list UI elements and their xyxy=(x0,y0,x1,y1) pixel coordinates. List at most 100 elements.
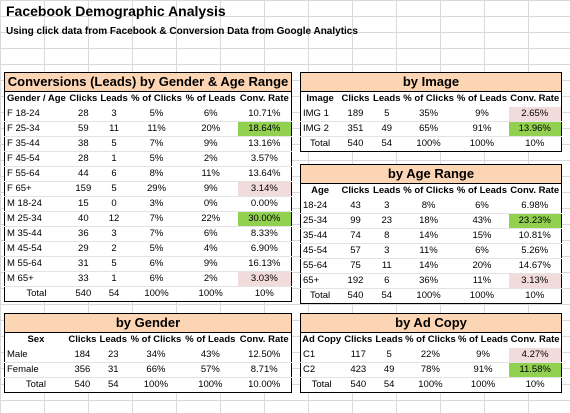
row-label: Female xyxy=(4,362,67,378)
table-row: F 65+ 159 5 29% 9% 3.14% xyxy=(4,181,292,197)
table-cell: 2% xyxy=(183,271,238,287)
table-cell: 28 xyxy=(67,151,99,167)
row-label: 35-44 xyxy=(300,228,340,244)
table-cell: 5.26% xyxy=(508,243,562,259)
table-caption-row: Conversions (Leads) by Gender & Age Rang… xyxy=(4,72,292,92)
table-cell: 3 xyxy=(98,106,130,122)
total-cell: 540 xyxy=(342,377,375,393)
table-cell: 3.14% xyxy=(237,181,292,197)
table-cell: 57% xyxy=(183,362,238,378)
table-cell: 11 xyxy=(98,121,130,137)
column-header: % of Leads xyxy=(183,332,238,348)
column-header: Leads xyxy=(98,91,130,107)
table-cell: 6% xyxy=(183,106,238,122)
table-cell: 10.81% xyxy=(508,228,562,244)
table-cell: 13.64% xyxy=(237,166,292,182)
row-label: 25-34 xyxy=(300,213,340,229)
table-cell: 5 xyxy=(374,347,404,363)
total-label: Total xyxy=(300,288,340,304)
column-header: Conv. Rate xyxy=(508,183,562,199)
table-cell: 20% xyxy=(183,121,238,137)
table-cell: 11% xyxy=(183,166,238,182)
total-cell: 54 xyxy=(97,377,129,393)
table-cell: 3% xyxy=(129,196,184,212)
table-cell: 6.90% xyxy=(237,241,292,257)
table-row: Female 356 31 66% 57% 8.71% xyxy=(4,362,292,378)
table-cell: 18.64% xyxy=(237,121,292,137)
table-cell: 6 xyxy=(98,166,130,182)
table-cell: 9% xyxy=(183,136,238,152)
column-header: Image xyxy=(300,91,340,107)
table-cell: 6% xyxy=(129,271,184,287)
table-cell: 29% xyxy=(129,181,184,197)
table-cell: 20% xyxy=(455,258,509,274)
table-cell: 16.13% xyxy=(237,256,292,272)
table-cell: 1 xyxy=(98,151,130,167)
total-label: Total xyxy=(4,286,68,302)
table-cell: 1 xyxy=(98,271,130,287)
table-cell: 3 xyxy=(371,198,402,214)
table-row: 35-44 74 8 14% 15% 10.81% xyxy=(300,228,562,244)
table-cell: 11% xyxy=(129,121,184,137)
table-cell: 3.03% xyxy=(237,271,292,287)
column-header: Age xyxy=(300,183,340,199)
table-cell: 4.27% xyxy=(509,347,562,363)
table-cell: 14.67% xyxy=(508,258,562,274)
table-cell: 11% xyxy=(455,273,509,289)
table-caption: by Ad Copy xyxy=(300,313,562,333)
table-caption: by Image xyxy=(300,72,562,92)
row-label: F 25-34 xyxy=(4,121,68,137)
table-cell: 33 xyxy=(67,271,99,287)
table-cell: 36% xyxy=(401,273,456,289)
row-label: M 35-44 xyxy=(4,226,68,242)
row-label: M 65+ xyxy=(4,271,68,287)
total-cell: 10% xyxy=(509,377,562,393)
total-cell: 10% xyxy=(508,288,562,304)
table-cell: 11 xyxy=(371,258,402,274)
table-row: 65+ 192 6 36% 11% 3.13% xyxy=(300,273,562,289)
table-cell: 5 xyxy=(371,106,402,122)
table-cell: 8 xyxy=(371,228,402,244)
table-row: 25-34 99 23 18% 43% 23.23% xyxy=(300,213,562,229)
table-cell: 5 xyxy=(98,136,130,152)
column-header: % of Clicks xyxy=(128,332,184,348)
table-cell: 6% xyxy=(129,256,184,272)
column-header: Clicks xyxy=(339,91,372,107)
row-label: 45-54 xyxy=(300,243,340,259)
table-cell: 99 xyxy=(339,213,372,229)
total-cell: 540 xyxy=(67,286,99,302)
table-cell: 91% xyxy=(455,121,509,137)
table-cell: 6% xyxy=(455,198,509,214)
table-cell: 10.71% xyxy=(237,106,292,122)
table-cell: 5% xyxy=(129,241,184,257)
total-label: Total xyxy=(300,136,340,152)
table-cell: 66% xyxy=(128,362,184,378)
column-header: % of Clicks xyxy=(401,91,456,107)
row-label: F 18-24 xyxy=(4,106,68,122)
table-cell: 7% xyxy=(129,211,184,227)
table-caption: by Age Range xyxy=(300,164,562,184)
column-header: % of Leads xyxy=(455,91,509,107)
table-cell: 351 xyxy=(339,121,372,137)
column-header: Conv. Rate xyxy=(237,332,292,348)
page-title: Facebook Demographic Analysis xyxy=(6,3,226,19)
total-cell: 540 xyxy=(339,136,372,152)
table-cell: 117 xyxy=(342,347,375,363)
table-cell: 7% xyxy=(129,226,184,242)
table-cell: 9% xyxy=(456,347,510,363)
table-cell: 11% xyxy=(401,243,456,259)
table-header-row: Sex Clicks Leads% of Clicks% of Leads Conv.… xyxy=(4,332,292,348)
table-row: IMG 1 189 5 35% 9% 2.65% xyxy=(300,106,562,122)
page-subtitle: Using click data from Facebook & Convers… xyxy=(6,26,358,37)
table-cell: 8% xyxy=(129,166,184,182)
table-cell: 28 xyxy=(67,106,99,122)
table-cell: 38 xyxy=(67,136,99,152)
total-cell: 100% xyxy=(401,136,456,152)
column-header: % of Leads xyxy=(183,91,238,107)
table-cell: 0.00% xyxy=(237,196,292,212)
row-label: IMG 2 xyxy=(300,121,340,137)
table-row: F 35-44 38 5 7% 9% 13.16% xyxy=(4,136,292,152)
table-cell: 31 xyxy=(67,256,99,272)
table-row: F 55-64 44 6 8% 11% 13.64% xyxy=(4,166,292,182)
table-cell: 43% xyxy=(455,213,509,229)
